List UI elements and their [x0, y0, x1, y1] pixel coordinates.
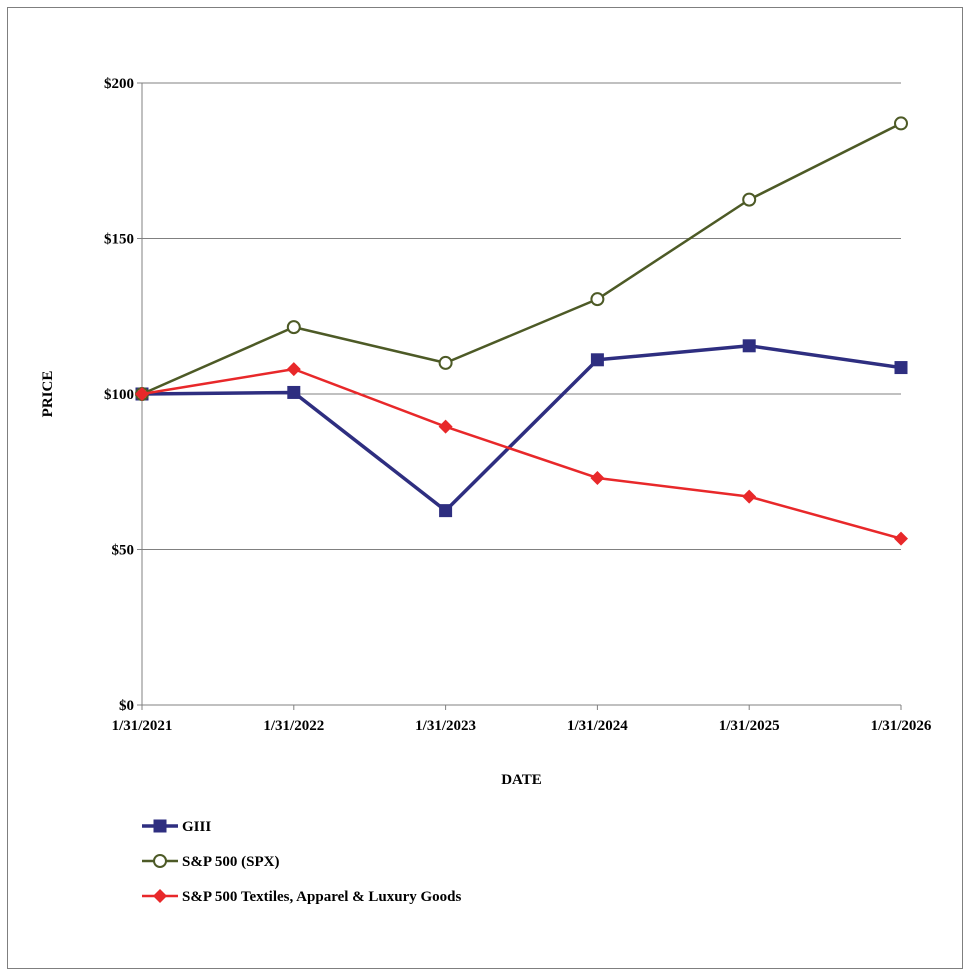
y-tick-label: $150: [104, 232, 134, 248]
data-point: [590, 292, 605, 307]
data-point: [286, 320, 301, 335]
legend-marker: [153, 889, 167, 903]
legend-item: S&P 500 (SPX): [142, 854, 280, 870]
y-tick-label: $200: [104, 76, 134, 92]
legend-label: S&P 500 Textiles, Apparel & Luxury Goods: [182, 889, 462, 905]
series-line: [141, 122, 902, 396]
data-point: [438, 419, 453, 434]
y-tick-label: $0: [119, 698, 134, 714]
data-point: [287, 385, 301, 399]
x-tick-label: 1/31/2024: [567, 718, 628, 734]
series-lines: [135, 116, 908, 546]
legend-item: S&P 500 Textiles, Apparel & Luxury Goods: [142, 889, 462, 905]
series-line: [141, 344, 902, 513]
data-point: [742, 192, 757, 207]
series-line: [141, 367, 902, 540]
x-tick-label: 1/31/2023: [415, 718, 476, 734]
legend-marker: [153, 819, 167, 833]
x-tick-label: 1/31/2026: [871, 718, 932, 734]
legend-marker: [153, 854, 167, 868]
data-point: [894, 361, 908, 375]
chart-frame: [7, 7, 963, 969]
data-point: [286, 362, 301, 377]
series-0: [135, 339, 908, 518]
data-point: [894, 116, 908, 131]
data-point: [742, 339, 756, 353]
data-point: [590, 353, 604, 367]
data-point: [135, 387, 149, 401]
y-tick-labels: $0 $50 $100 $150 $200: [104, 76, 142, 714]
x-tick-labels: 1/31/2021 1/31/2022 1/31/2023 1/31/2024 1/31…: [112, 705, 932, 734]
series-2: [135, 362, 908, 546]
data-point: [439, 504, 453, 518]
y-axis-title: PRICE: [40, 371, 56, 418]
legend-label: GIII: [182, 819, 211, 835]
data-point: [894, 531, 908, 546]
x-tick-label: 1/31/2021: [112, 718, 173, 734]
data-point: [742, 489, 757, 504]
legend: GIII S&P 500 (SPX) S&P 500 Textiles, Appar…: [142, 819, 462, 905]
data-point: [438, 355, 453, 370]
y-tick-label: $100: [104, 387, 134, 403]
x-axis-title: DATE: [501, 772, 542, 788]
x-tick-label: 1/31/2025: [719, 718, 780, 734]
legend-label: S&P 500 (SPX): [182, 854, 280, 870]
legend-item: GIII: [142, 819, 211, 835]
y-tick-label: $50: [112, 543, 135, 559]
grid-lines: [142, 82, 901, 550]
x-tick-label: 1/31/2022: [263, 718, 324, 734]
series-1: [135, 116, 908, 401]
data-point: [590, 470, 605, 485]
